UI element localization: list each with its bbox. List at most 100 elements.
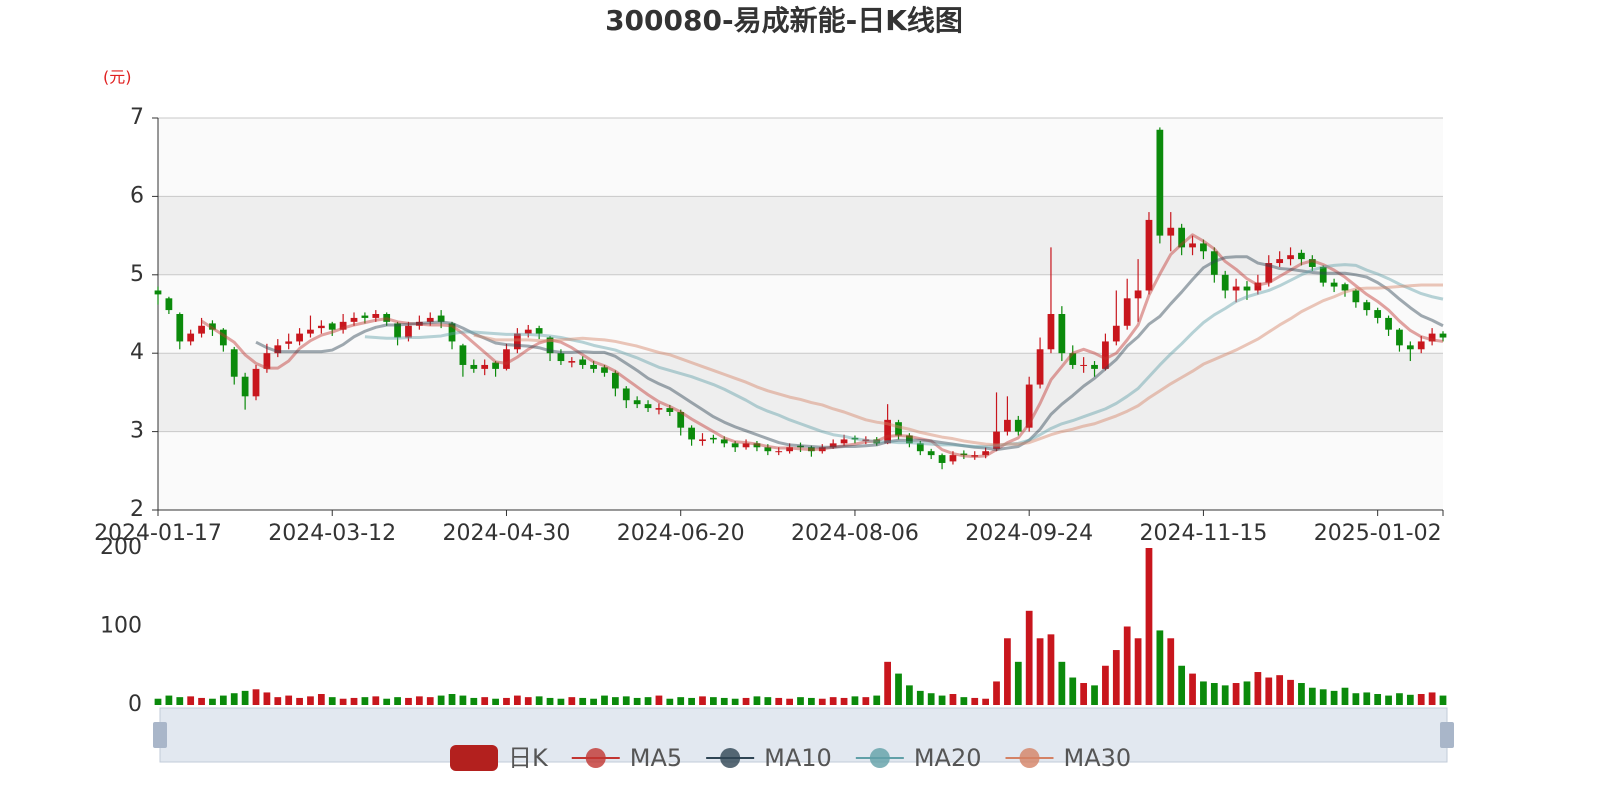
volume-bar [524,697,532,705]
candle-body [1243,286,1251,291]
volume-bar [688,697,695,705]
volume-bar [1319,689,1327,705]
volume-bar [503,697,510,705]
volume-bar [209,698,216,705]
volume-bar [655,695,663,705]
volume-bar [644,697,652,705]
volume-bar [764,697,772,705]
volume-bar [906,685,913,705]
volume-bar [176,697,184,705]
volume-bar [1287,679,1294,705]
split-area [158,118,1443,197]
volume-bar [895,673,902,705]
candle-body [492,362,499,369]
legend-label: MA30 [1064,744,1132,772]
candle-body [1254,282,1262,291]
legend-icon [585,748,606,768]
volume-bar [481,697,489,705]
candle-body [1025,384,1033,428]
candle-body [165,298,173,311]
volume-bar [1417,694,1425,705]
volume-bar [710,697,717,705]
candle-body [339,321,347,330]
volume-bar [568,697,576,705]
candle-body [459,345,467,365]
volume-bar [1232,683,1240,705]
candle-body [274,345,282,354]
volume-bar [601,695,608,705]
candle-body [633,400,641,405]
candle-body [437,315,445,322]
candle-body [154,290,162,295]
candle-body [884,419,891,444]
ma-line [255,255,1444,452]
chart-title: 300080-易成新能-日K线图 [605,4,963,37]
candle-body [176,314,184,342]
volume-bar [219,695,227,705]
candle-body [710,437,717,440]
candle-body [1178,227,1186,248]
volume-bar [1178,665,1186,705]
volume-bar [263,692,271,705]
volume-bar [1221,685,1229,705]
volume-bar [1276,675,1284,705]
volume-bar [296,697,303,705]
candle-body [568,361,576,363]
volume-bar [470,697,478,705]
candle-body [209,323,216,330]
volume-bar [1210,683,1218,705]
candle-body [307,329,314,334]
volume-bar [1406,694,1414,705]
candle-body [383,314,391,322]
zoom-handle-left[interactable] [153,722,167,748]
y-tick-label: 0 [128,692,142,717]
candle-body [219,329,227,346]
candle-body [535,328,543,334]
candle-body [1221,274,1229,291]
volume-bar [350,697,358,705]
volume-bar [1243,681,1251,705]
candle-body [1298,252,1305,260]
volume-bar [927,693,935,705]
ma-line [200,233,1444,459]
candle-body [1069,353,1077,365]
x-tick-label: 2024-08-06 [791,521,919,546]
volume-bar [1200,681,1207,705]
candle-body [546,337,554,354]
volume-bar [1363,692,1371,705]
volume-bar [230,693,238,705]
legend-icon [1019,748,1040,768]
volume-bar [1167,638,1175,705]
candle-body [198,325,205,334]
legend-icon [869,748,890,768]
zoom-handle-right[interactable] [1440,722,1454,748]
candle-body [252,368,260,397]
candle-body [818,447,826,452]
candle-body [1276,259,1284,264]
volume-bar [285,695,293,705]
candle-body [764,447,772,452]
candle-body [1352,290,1360,303]
candle-body [775,451,783,453]
candle-body [720,439,728,444]
volume-bar [993,681,1000,705]
volume-bar [459,695,467,705]
volume-bar [1385,695,1392,705]
candle-body [372,314,380,318]
x-tick-label: 2024-06-20 [617,521,745,546]
volume-bar [437,695,445,705]
candle-body [557,353,565,362]
candle-body [611,372,619,389]
volume-bar [154,698,162,705]
candle-body [731,443,739,448]
legend-label: 日K [508,744,549,772]
candle-body [317,325,325,329]
candle-body [1396,329,1403,346]
volume-bar [1308,687,1316,705]
volume-bar [361,697,369,705]
zoom-slider[interactable] [159,707,1448,763]
volume-bar [372,696,380,705]
volume-bar [1396,693,1403,705]
candle-body [873,439,881,444]
y-tick-label: 7 [130,105,144,130]
